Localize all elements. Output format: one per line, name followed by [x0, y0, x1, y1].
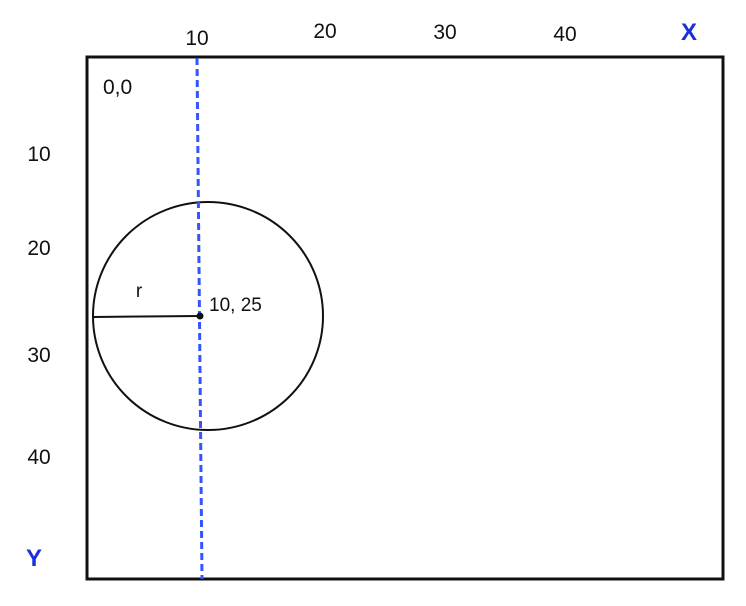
y-tick-label: 20: [27, 237, 50, 260]
center-point: [196, 312, 204, 320]
y-tick-label: 30: [27, 344, 50, 367]
origin-label: 0,0: [103, 76, 132, 99]
x-tick-label: 20: [313, 20, 336, 43]
guide-line-x10: [195, 57, 204, 580]
radius-label: r: [136, 281, 143, 302]
center-label: 10, 25: [209, 295, 262, 316]
x-tick-label: 30: [433, 21, 456, 44]
y-tick-label: 40: [27, 446, 50, 469]
canvas-frame: [85, 55, 725, 581]
x-tick-label: 40: [553, 23, 576, 46]
y-tick-label: 10: [27, 143, 50, 166]
radius-line: [92, 315, 201, 318]
y-axis-name: Y: [26, 545, 42, 572]
x-axis-name: X: [681, 19, 697, 46]
x-tick-label: 10: [185, 27, 208, 50]
